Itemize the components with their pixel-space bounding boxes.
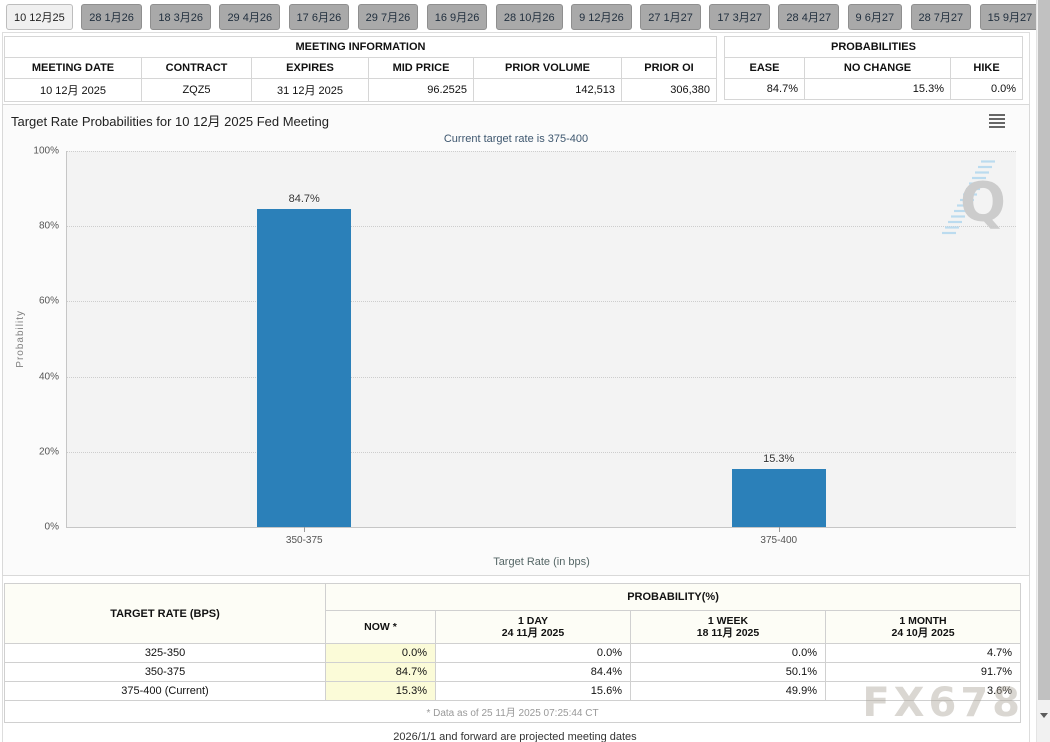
chart-subtitle: Current target rate is 375-400: [443, 133, 589, 145]
now-cell: 84.7%: [325, 662, 436, 682]
xcat-350-375: 350-375: [285, 535, 323, 546]
col-ease: EASE: [724, 57, 805, 79]
svg-text:Q: Q: [960, 171, 1004, 234]
col-prior-oi: PRIOR OI: [621, 57, 717, 79]
y-axis-title: Probability: [15, 310, 26, 368]
meeting-date-value: 10 12月 2025: [4, 78, 142, 102]
rate-cell: 375-400 (Current): [4, 681, 326, 701]
tab-meeting-12[interactable]: 9 6月27: [847, 4, 903, 30]
tab-meeting-8[interactable]: 9 12月26: [571, 4, 632, 30]
rate-cell: 350-375: [4, 662, 326, 682]
vertical-scrollbar[interactable]: [1036, 0, 1050, 742]
hike-value: 0.0%: [949, 78, 1024, 100]
gridline-80: [67, 226, 1016, 228]
chart-title: Target Rate Probabilities for 10 12月 202…: [11, 114, 329, 129]
meeting-information-table: MEETING INFORMATION MEETING DATE CONTRAC…: [4, 36, 717, 102]
col-no-change: NO CHANGE: [804, 57, 951, 79]
x-axis-title: Target Rate (in bps): [493, 556, 590, 568]
xcat-375-400: 375-400: [760, 535, 798, 546]
col-mid-price: MID PRICE: [368, 57, 474, 79]
tab-meeting-4[interactable]: 17 6月26: [288, 4, 350, 30]
table-row-350-375: 350-375 84.7% 84.4% 50.1% 91.7%: [4, 662, 1022, 682]
month-cell: 91.7%: [824, 662, 1022, 682]
ease-value: 84.7%: [724, 78, 805, 100]
table-row-325-350: 325-350 0.0% 0.0% 0.0% 4.7%: [4, 643, 1022, 663]
week-cell: 50.1%: [630, 662, 826, 682]
bar-label-375-400: 15.3%: [763, 453, 795, 466]
month-cell: 4.7%: [824, 643, 1022, 663]
week-cell: 0.0%: [630, 643, 826, 663]
month-cell: 3.6%: [824, 681, 1022, 701]
data-as-of-footnote: * Data as of 25 11月 2025 07:25:44 CT: [3, 700, 1022, 723]
tab-meeting-10[interactable]: 17 3月27: [709, 4, 770, 30]
now-cell: 0.0%: [325, 643, 436, 663]
now-cell: 15.3%: [325, 681, 436, 701]
scroll-down-arrow-icon[interactable]: [1040, 713, 1048, 718]
ytick-60: 60%: [38, 295, 59, 307]
col-prior-volume: PRIOR VOLUME: [473, 57, 622, 79]
tab-meeting-3[interactable]: 29 4月26: [219, 4, 281, 30]
tab-meeting-5[interactable]: 29 7月26: [357, 4, 419, 30]
target-rate-chart-panel: Target Rate Probabilities for 10 12月 202…: [2, 104, 1030, 576]
chart-plot-area: 100% 80% 60% 40% 20% 0% Probability 84.7…: [15, 146, 1016, 568]
chart-context-menu-icon[interactable]: [989, 114, 1005, 128]
week-cell: 49.9%: [630, 681, 826, 701]
ytick-0: 0%: [44, 521, 59, 533]
no-change-value: 15.3%: [804, 78, 951, 100]
prior-oi-value: 306,380: [621, 78, 717, 102]
bar-350-375[interactable]: [257, 208, 352, 527]
col-meeting-date: MEETING DATE: [4, 57, 142, 79]
tab-meeting-14[interactable]: 15 9月27: [979, 4, 1041, 30]
meeting-info-row: 10 12月 2025 ZQZ5 31 12月 2025 96.2525 142…: [4, 78, 717, 102]
tab-meeting-7[interactable]: 28 10月26: [495, 4, 563, 30]
rate-cell: 325-350: [4, 643, 326, 663]
col-1-day: 1 DAY 24 11月 2025: [435, 610, 631, 644]
tab-meeting-0[interactable]: 10 12月25: [6, 4, 73, 30]
xtick-mark-0: [304, 527, 306, 532]
gridline-60: [67, 301, 1016, 303]
gridline-20: [67, 451, 1016, 453]
col-1-week: 1 WEEK 18 11月 2025: [630, 610, 826, 644]
col-hike: HIKE: [949, 57, 1024, 79]
gridline-100: [67, 151, 1016, 152]
probabilities-title: PROBABILITIES: [723, 36, 1024, 58]
table-row-375-400-current: 375-400 (Current) 15.3% 15.6% 49.9% 3.6%: [4, 681, 1022, 701]
quikstrike-q-watermark-icon: Q: [940, 159, 1006, 237]
meeting-info-title: MEETING INFORMATION: [4, 36, 717, 58]
col-target-rate-bps: TARGET RATE (BPS): [4, 583, 326, 644]
contract-value: ZQZ5: [141, 78, 252, 102]
tab-meeting-11[interactable]: 28 4月27: [778, 4, 840, 30]
tab-meeting-1[interactable]: 28 1月26: [81, 4, 142, 30]
probabilities-table: PROBABILITIES EASE NO CHANGE HIKE 84.7% …: [723, 36, 1024, 100]
ytick-20: 20%: [38, 446, 59, 458]
rate-probability-table: TARGET RATE (BPS) PROBABILITY(%) NOW * 1…: [3, 583, 1022, 723]
xtick-mark-1: [778, 527, 780, 532]
expires-value: 31 12月 2025: [251, 78, 369, 102]
meeting-date-tabbar: 10 12月25 28 1月26 18 3月26 29 4月26 17 6月26…: [6, 4, 1050, 30]
tab-meeting-2[interactable]: 18 3月26: [150, 4, 211, 30]
col-expires: EXPIRES: [251, 57, 369, 79]
col-group-probability: PROBABILITY(%): [324, 583, 1022, 611]
bar-375-400[interactable]: [731, 469, 826, 527]
tab-meeting-13[interactable]: 28 7月27: [910, 4, 972, 30]
col-now: NOW *: [325, 610, 436, 644]
col-1-month: 1 MONTH 24 10月 2025: [824, 610, 1022, 644]
prior-volume-value: 142,513: [473, 78, 622, 102]
ytick-100: 100%: [33, 145, 59, 157]
probabilities-row: 84.7% 15.3% 0.0%: [724, 78, 1024, 100]
ytick-80: 80%: [38, 220, 59, 232]
col-contract: CONTRACT: [141, 57, 252, 79]
tab-meeting-6[interactable]: 16 9月26: [426, 4, 488, 30]
projected-dates-note: 2026/1/1 and forward are projected meeti…: [393, 731, 637, 742]
scrollbar-thumb[interactable]: [1038, 0, 1050, 700]
day-cell: 0.0%: [435, 643, 631, 663]
mid-price-value: 96.2525: [368, 78, 474, 102]
day-cell: 15.6%: [435, 681, 631, 701]
bar-label-350-375: 84.7%: [288, 192, 320, 205]
day-cell: 84.4%: [435, 662, 631, 682]
tab-meeting-9[interactable]: 27 1月27: [640, 4, 701, 30]
gridline-40: [67, 376, 1016, 378]
ytick-40: 40%: [38, 371, 59, 383]
